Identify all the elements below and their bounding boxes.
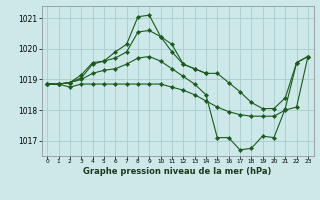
X-axis label: Graphe pression niveau de la mer (hPa): Graphe pression niveau de la mer (hPa) — [84, 167, 272, 176]
